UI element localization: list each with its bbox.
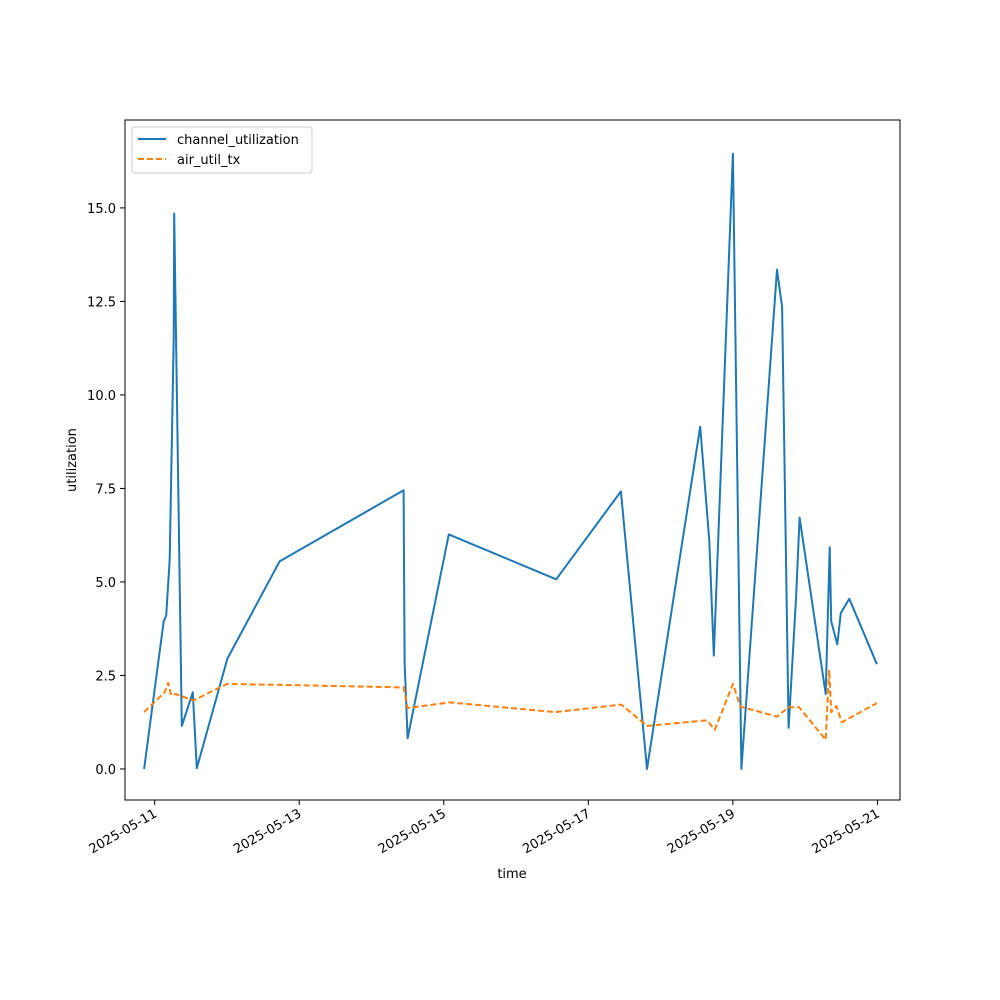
y-tick-label: 0.0 [95, 763, 116, 778]
y-tick-label: 7.5 [95, 482, 116, 497]
plot-frame [124, 119, 901, 801]
x-tick-label: 2025-05-11 [87, 806, 160, 857]
x-tick-label: 2025-05-19 [665, 806, 738, 857]
legend-label-channel-utilization: channel_utilization [177, 133, 299, 148]
y-tick-label: 10.0 [87, 389, 116, 404]
y-axis-label: utilization [65, 428, 80, 492]
x-tick-label: 2025-05-17 [520, 806, 593, 857]
x-tick-label: 2025-05-13 [231, 806, 304, 857]
y-axis-ticks: 0.0 2.5 5.0 7.5 10.0 12.5 15.0 [87, 202, 125, 778]
legend: channel_utilization air_util_tx [131, 126, 313, 174]
y-tick-label: 5.0 [95, 576, 116, 591]
series-line-air-util-tx [143, 668, 878, 741]
plot-area [125, 120, 900, 800]
y-tick-label: 12.5 [87, 295, 116, 310]
y-tick-label: 15.0 [87, 202, 116, 217]
x-tick-label: 2025-05-15 [376, 806, 449, 857]
x-tick-label: 2025-05-21 [809, 806, 882, 857]
y-tick-label: 2.5 [95, 669, 116, 684]
series-lines [143, 152, 878, 770]
x-axis-ticks: 2025-05-11 2025-05-13 2025-05-15 2025-05-17… [87, 800, 882, 857]
legend-box [131, 126, 313, 174]
x-axis-label: time [497, 867, 526, 882]
legend-label-air-util-tx: air_util_tx [177, 153, 241, 168]
series-line-channel-utilization [143, 152, 878, 770]
